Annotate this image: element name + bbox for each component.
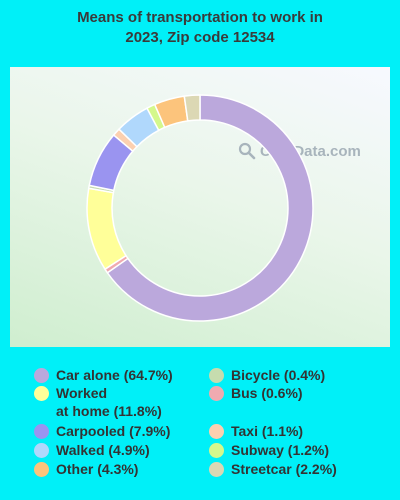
legend-label: Bicycle (0.4%)	[231, 367, 326, 383]
legend-item: Bicycle (0.4%)	[209, 366, 325, 384]
legend-label: Carpooled (7.9%)	[56, 423, 171, 439]
legend-label: Car alone (64.7%)	[56, 367, 173, 383]
legend-item: Streetcar (2.2%)	[209, 460, 337, 478]
legend-swatch	[34, 386, 49, 401]
donut-slice	[183, 94, 201, 122]
legend-label: Subway (1.2%)	[231, 442, 330, 458]
legend-label: Bus (0.6%)	[231, 385, 303, 401]
legend-item: Bus (0.6%)	[209, 384, 303, 402]
legend-swatch	[209, 368, 224, 383]
legend-swatch	[209, 443, 224, 458]
legend-item: Subway (1.2%)	[209, 441, 329, 459]
plot-area: City-Data.com	[10, 67, 390, 347]
legend-label: Other (4.3%)	[56, 461, 139, 477]
legend-swatch	[34, 424, 49, 439]
legend-item: Carpooled (7.9%)	[34, 422, 170, 440]
legend-item: Walked (4.9%)	[34, 441, 150, 459]
magnifier-icon	[238, 142, 256, 160]
donut-slice	[106, 94, 314, 322]
legend-swatch	[34, 443, 49, 458]
chart-title: Means of transportation to work in 2023,…	[77, 9, 323, 46]
legend-swatch	[209, 424, 224, 439]
legend-label: Worked at home (11.8%)	[56, 385, 162, 419]
legend-item: Worked at home (11.8%)	[34, 384, 162, 420]
legend-swatch	[34, 462, 49, 477]
legend-item: Other (4.3%)	[34, 460, 138, 478]
donut-chart	[86, 94, 314, 322]
donut-slice	[86, 187, 128, 271]
legend-swatch	[209, 462, 224, 477]
legend-swatch	[34, 368, 49, 383]
legend-item: Car alone (64.7%)	[34, 366, 173, 384]
legend-swatch	[209, 386, 224, 401]
legend-label: Streetcar (2.2%)	[231, 461, 337, 477]
legend-label: Walked (4.9%)	[56, 442, 150, 458]
legend-item: Taxi (1.1%)	[209, 422, 303, 440]
legend-label: Taxi (1.1%)	[231, 423, 304, 439]
